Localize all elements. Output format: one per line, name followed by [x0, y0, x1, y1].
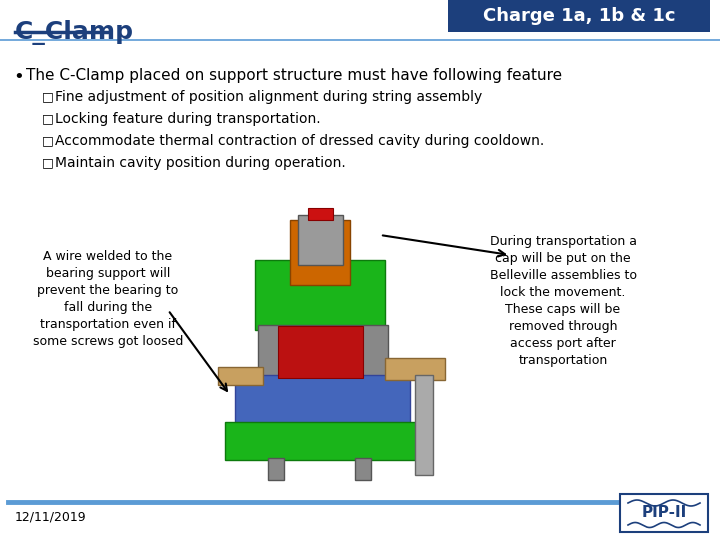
Text: □: □ [42, 112, 54, 125]
Bar [415, 375, 433, 475]
Bar [620, 494, 708, 532]
Bar [355, 458, 371, 480]
Bar [268, 458, 284, 480]
Text: 12/11/2019: 12/11/2019 [15, 510, 86, 523]
Text: A wire welded to the
bearing support will
prevent the bearing to
fall during the: A wire welded to the bearing support wil… [33, 250, 183, 348]
Bar [258, 325, 388, 380]
Text: C_Clamp: C_Clamp [15, 20, 134, 45]
Bar [385, 358, 445, 380]
Bar [298, 215, 343, 265]
Text: •: • [13, 68, 24, 86]
Bar [448, 0, 710, 32]
Text: During transportation a
cap will be put on the
Belleville assemblies to
lock the: During transportation a cap will be put … [490, 235, 636, 367]
Bar [290, 220, 350, 285]
Text: Charge 1a, 1b & 1c: Charge 1a, 1b & 1c [482, 7, 675, 25]
Text: Accommodate thermal contraction of dressed cavity during cooldown.: Accommodate thermal contraction of dress… [55, 134, 544, 148]
Bar [278, 326, 363, 378]
Text: □: □ [42, 156, 54, 169]
Bar [218, 367, 263, 385]
Text: PIP-II: PIP-II [642, 505, 687, 519]
Text: □: □ [42, 134, 54, 147]
Text: Fine adjustment of position alignment during string assembly: Fine adjustment of position alignment du… [55, 90, 482, 104]
Bar [308, 208, 333, 220]
Text: □: □ [42, 90, 54, 103]
Bar [235, 375, 410, 425]
Text: Locking feature during transportation.: Locking feature during transportation. [55, 112, 320, 126]
Bar [255, 260, 385, 330]
Bar [225, 422, 420, 460]
Text: Maintain cavity position during operation.: Maintain cavity position during operatio… [55, 156, 346, 170]
Text: The C-Clamp placed on support structure must have following feature: The C-Clamp placed on support structure … [26, 68, 562, 83]
